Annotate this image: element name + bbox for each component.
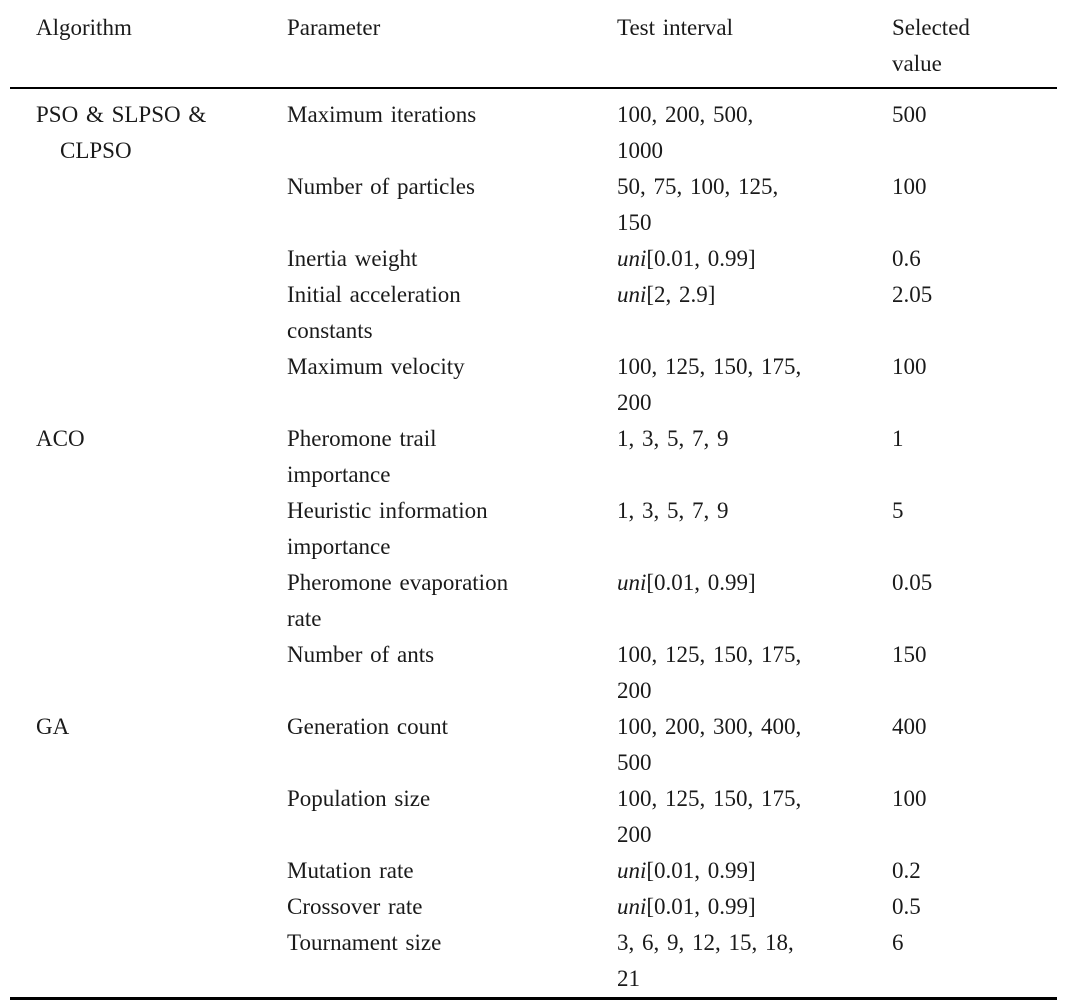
algorithm-cell [10, 277, 287, 349]
table-row: Initial acceleration constants uni[2, 2.… [10, 277, 1057, 349]
table-row: Pheromone evaporation rate uni[0.01, 0.9… [10, 565, 1057, 637]
parameter-cell: Population size [287, 786, 431, 811]
selected-value-cell: 100 [892, 354, 927, 379]
algorithm-cell [10, 349, 287, 421]
table-row: GA Generation count 100, 200, 300, 400, … [10, 709, 1057, 781]
table-row: Maximum velocity 100, 125, 150, 175, 200… [10, 349, 1057, 421]
selected-value-cell: 500 [892, 102, 927, 127]
algorithm-cell: GA [36, 714, 70, 739]
parameter-cell: Pheromone evaporation rate [287, 570, 509, 631]
parameter-cell: Mutation rate [287, 858, 414, 883]
algorithm-cell [10, 889, 287, 925]
table-row: Heuristic information importance 1, 3, 5… [10, 493, 1057, 565]
selected-value-cell: 6 [892, 930, 904, 955]
selected-value-cell: 400 [892, 714, 927, 739]
parameter-cell: Tournament size [287, 930, 442, 955]
parameter-cell: Maximum iterations [287, 102, 477, 127]
test-interval-cell: 1, 3, 5, 7, 9 [617, 426, 729, 451]
selected-value-cell: 1 [892, 426, 904, 451]
test-interval-cell: 3, 6, 9, 12, 15, 18, 21 [617, 930, 794, 991]
algorithm-cell: ACO [36, 426, 85, 451]
test-interval-cell: uni[0.01, 0.99] [617, 246, 756, 271]
test-interval-cell: 100, 125, 150, 175, 200 [617, 642, 802, 703]
column-header-parameter: Parameter [287, 0, 617, 89]
selected-value-cell: 0.6 [892, 246, 921, 271]
algorithm-cell [10, 637, 287, 709]
algorithm-parameters-table: Algorithm Parameter Test interval Select… [10, 0, 1057, 1000]
algorithm-cell [10, 241, 287, 277]
selected-value-cell: 0.2 [892, 858, 921, 883]
table-row: Mutation rate uni[0.01, 0.99] 0.2 [10, 853, 1057, 889]
parameter-cell: Number of ants [287, 642, 435, 667]
parameter-cell: Pheromone trail importance [287, 426, 437, 487]
algorithm-cell: PSO & SLPSO & CLPSO [36, 102, 207, 163]
algorithm-cell [10, 565, 287, 637]
selected-value-cell: 2.05 [892, 282, 933, 307]
table-body: PSO & SLPSO & CLPSO Maximum iterations 1… [10, 88, 1057, 999]
column-header-algorithm: Algorithm [10, 0, 287, 89]
parameter-cell: Number of particles [287, 174, 475, 199]
header-row: Algorithm Parameter Test interval Select… [10, 0, 1057, 89]
selected-value-cell: 0.5 [892, 894, 921, 919]
table-row: Crossover rate uni[0.01, 0.99] 0.5 [10, 889, 1057, 925]
test-interval-cell: 1, 3, 5, 7, 9 [617, 498, 729, 523]
table-row: Population size 100, 125, 150, 175, 200 … [10, 781, 1057, 853]
table-header: Algorithm Parameter Test interval Select… [10, 0, 1057, 89]
test-interval-cell: uni[2, 2.9] [617, 282, 716, 307]
selected-value-cell: 100 [892, 174, 927, 199]
table-row: PSO & SLPSO & CLPSO Maximum iterations 1… [10, 88, 1057, 169]
parameter-cell: Crossover rate [287, 894, 423, 919]
selected-value-cell: 150 [892, 642, 927, 667]
algorithm-cell [10, 169, 287, 241]
parameter-cell: Maximum velocity [287, 354, 465, 379]
test-interval-cell: uni[0.01, 0.99] [617, 894, 756, 919]
table-row: Tournament size 3, 6, 9, 12, 15, 18, 21 … [10, 925, 1057, 999]
test-interval-cell: 100, 200, 300, 400, 500 [617, 714, 802, 775]
parameter-cell: Inertia weight [287, 246, 418, 271]
column-header-test-interval: Test interval [617, 0, 892, 89]
algorithm-cell [10, 925, 287, 999]
algorithm-cell [10, 853, 287, 889]
table-row: Number of ants 100, 125, 150, 175, 200 1… [10, 637, 1057, 709]
algorithm-cell [10, 493, 287, 565]
selected-value-cell: 5 [892, 498, 904, 523]
table-row: Inertia weight uni[0.01, 0.99] 0.6 [10, 241, 1057, 277]
parameter-cell: Heuristic information importance [287, 498, 488, 559]
parameter-cell: Initial acceleration constants [287, 282, 461, 343]
test-interval-cell: uni[0.01, 0.99] [617, 858, 756, 883]
selected-value-cell: 100 [892, 786, 927, 811]
column-header-selected-value: Selected value [892, 0, 1057, 89]
test-interval-cell: 50, 75, 100, 125, 150 [617, 174, 779, 235]
test-interval-cell: uni[0.01, 0.99] [617, 570, 756, 595]
selected-value-cell: 0.05 [892, 570, 933, 595]
parameter-cell: Generation count [287, 714, 449, 739]
table-row: ACO Pheromone trail importance 1, 3, 5, … [10, 421, 1057, 493]
test-interval-cell: 100, 125, 150, 175, 200 [617, 786, 802, 847]
algorithm-cell [10, 781, 287, 853]
test-interval-cell: 100, 125, 150, 175, 200 [617, 354, 802, 415]
table-row: Number of particles 50, 75, 100, 125, 15… [10, 169, 1057, 241]
test-interval-cell: 100, 200, 500, 1000 [617, 102, 754, 163]
